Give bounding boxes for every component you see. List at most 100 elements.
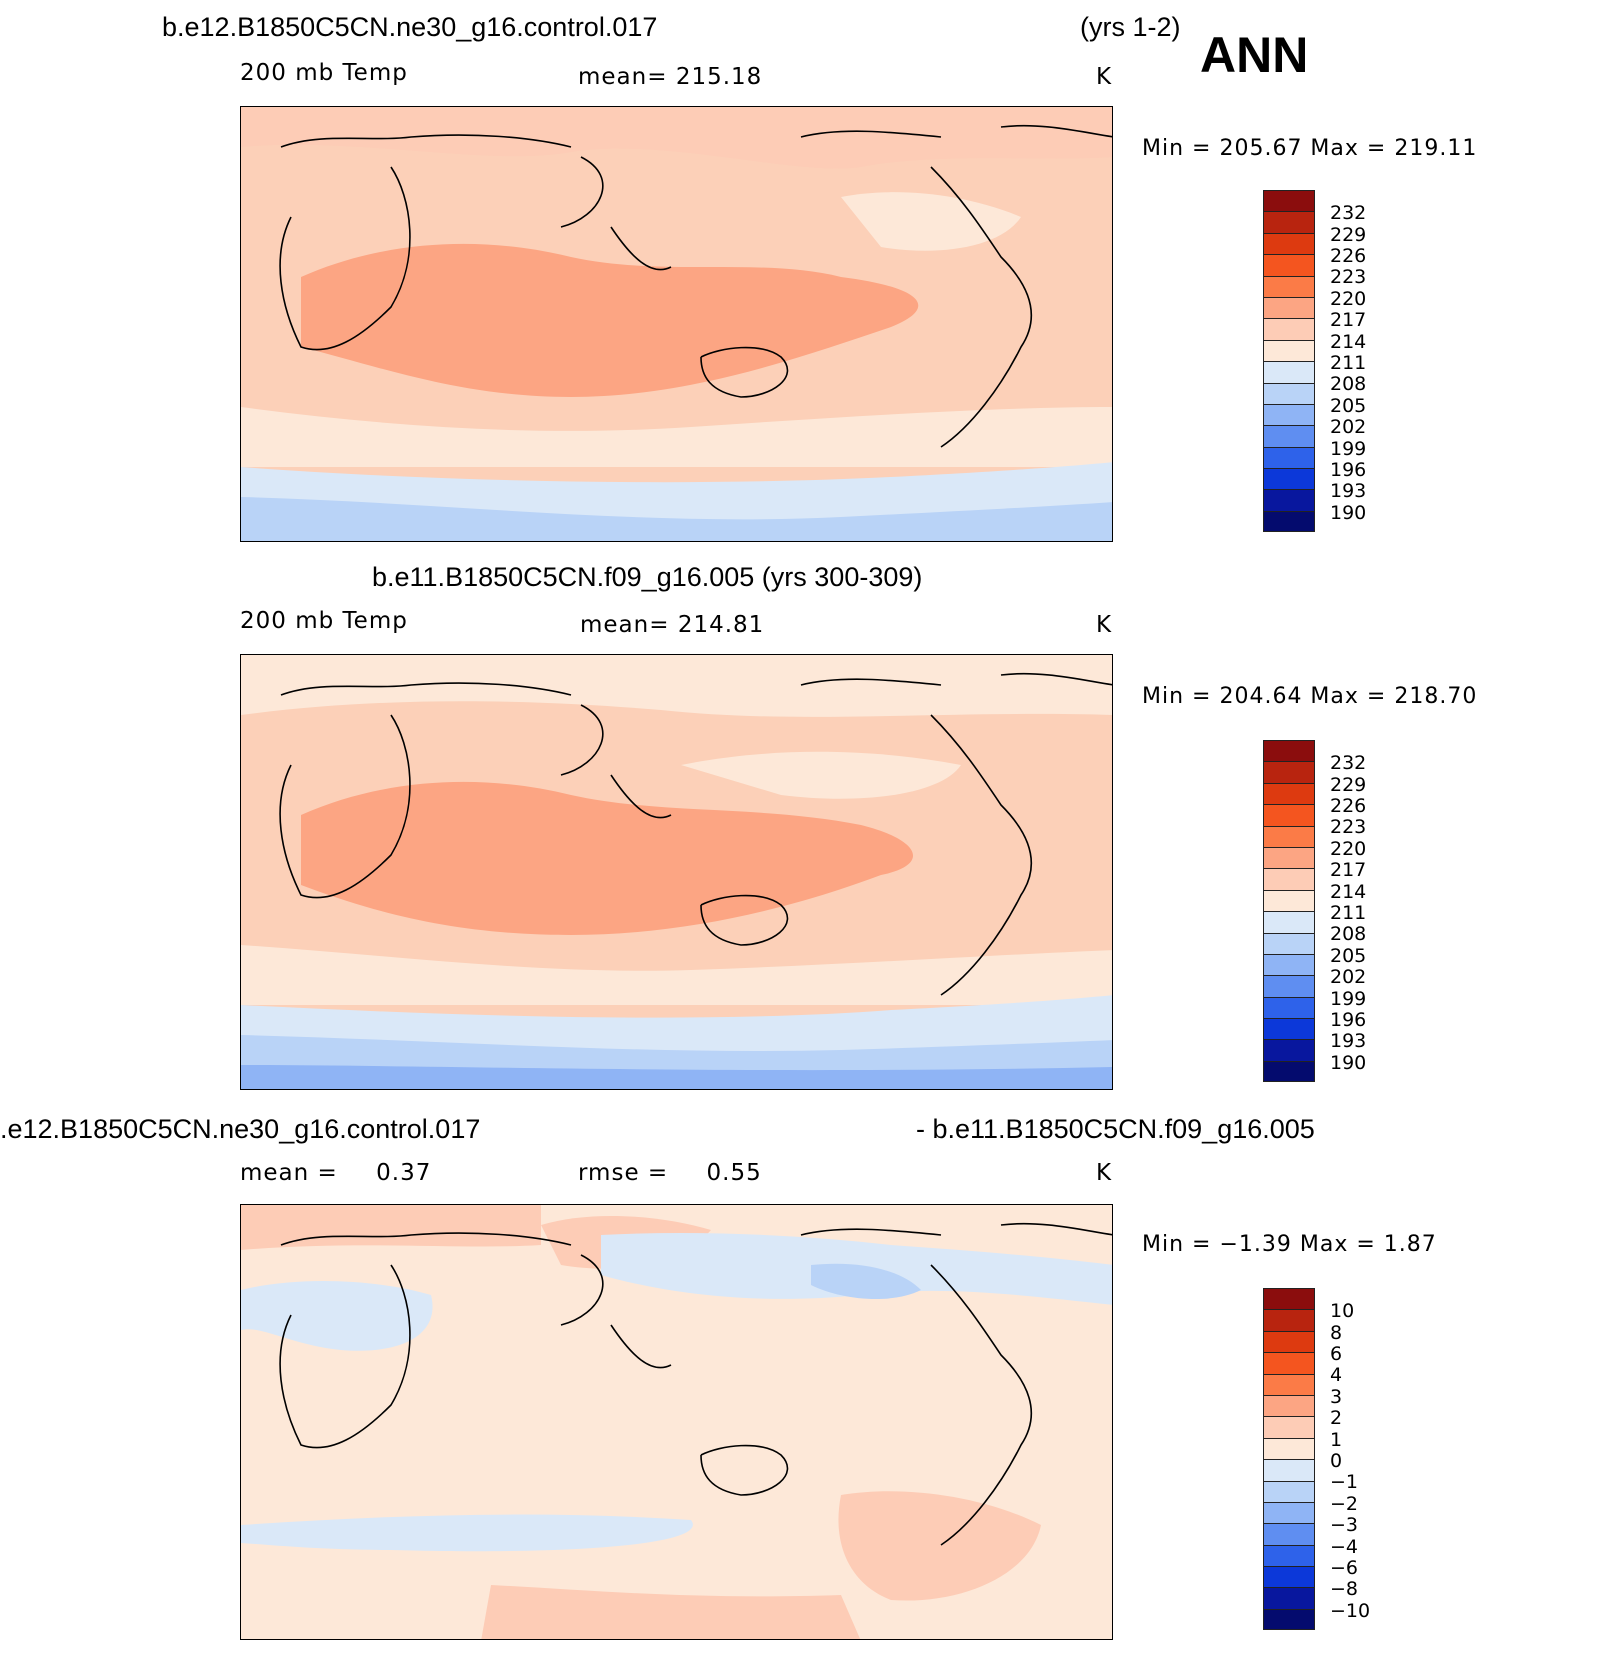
colorbar-cell (1263, 211, 1315, 233)
colorbar-cell (1263, 804, 1315, 826)
panel1-units: K (1096, 64, 1113, 90)
antarctic-blue (241, 497, 1112, 541)
colorbar-label: 229 (1330, 224, 1367, 246)
panel2-colorbar (1263, 740, 1315, 1083)
colorbar-label: −6 (1330, 1557, 1359, 1579)
case-title-1: b.e12.B1850C5CN.ne30_g16.control.017 (162, 12, 658, 42)
panel3-rmse-label: rmse = (578, 1160, 669, 1186)
case-title-3-right: - b.e11.B1850C5CN.f09_g16.005 (916, 1114, 1315, 1144)
colorbar-cell (1263, 296, 1315, 319)
years-label-1: (yrs 1-2) (1080, 12, 1181, 42)
colorbar-label: 6 (1330, 1343, 1343, 1365)
panel1-map (240, 106, 1113, 542)
colorbar-cell (1263, 1501, 1315, 1524)
colorbar-label: 0 (1330, 1450, 1343, 1472)
colorbar-label: 229 (1330, 774, 1367, 796)
colorbar-cell (1263, 846, 1315, 869)
colorbar-cell (1263, 932, 1315, 954)
colorbar-cell (1263, 232, 1315, 255)
colorbar-cell (1263, 740, 1315, 762)
colorbar-label: 3 (1330, 1386, 1343, 1408)
colorbar-label: 214 (1330, 331, 1367, 353)
colorbar-label: 214 (1330, 881, 1367, 903)
colorbar-cell (1263, 1480, 1315, 1502)
panel3-map (240, 1204, 1113, 1640)
colorbar-cell (1263, 996, 1315, 1019)
colorbar-cell (1263, 254, 1315, 276)
panel2-mean-label: mean= (580, 612, 670, 638)
colorbar-cell (1263, 1416, 1315, 1438)
colorbar-label: 1 (1330, 1429, 1343, 1451)
colorbar-label: −8 (1330, 1578, 1359, 1600)
colorbar-label: 232 (1330, 202, 1367, 224)
panel2-variable: 200 mb Temp (240, 608, 408, 634)
colorbar-cell (1263, 1523, 1315, 1545)
panel3-units: K (1096, 1160, 1113, 1186)
colorbar-label: 199 (1330, 438, 1367, 460)
colorbar-label: 208 (1330, 373, 1367, 395)
colorbar-label: −4 (1330, 1536, 1359, 1558)
colorbar-cell (1263, 190, 1315, 212)
panel3-colorbar (1263, 1288, 1315, 1631)
colorbar-label: 220 (1330, 288, 1367, 310)
colorbar-cell (1263, 868, 1315, 890)
colorbar-label: 226 (1330, 245, 1367, 267)
colorbar-label: 10 (1330, 1300, 1355, 1322)
colorbar-label: 196 (1330, 1009, 1367, 1031)
panel3-rmse-value: 0.55 (706, 1160, 762, 1186)
colorbar-label: 4 (1330, 1364, 1343, 1386)
colorbar-cell (1263, 1587, 1315, 1609)
colorbar-label: 8 (1330, 1322, 1343, 1344)
case-title-3-left: .e12.B1850C5CN.ne30_g16.control.017 (0, 1114, 481, 1144)
tropical-warm-region (301, 243, 919, 397)
colorbar-cell (1263, 1288, 1315, 1310)
colorbar-cell (1263, 1309, 1315, 1331)
antarctic-warm-patch (481, 1585, 861, 1639)
colorbar-cell (1263, 1566, 1315, 1588)
colorbar-label: 217 (1330, 309, 1367, 331)
colorbar-label: 223 (1330, 816, 1367, 838)
colorbar-label: 199 (1330, 988, 1367, 1010)
colorbar-cell (1263, 1608, 1315, 1631)
colorbar-cell (1263, 825, 1315, 847)
panel3-mean-label: mean = (240, 1160, 338, 1186)
colorbar-label: 190 (1330, 1052, 1367, 1074)
panel1-mean-value: 215.18 (675, 64, 763, 90)
colorbar-label: −2 (1330, 1493, 1359, 1515)
colorbar-cell (1263, 275, 1315, 297)
colorbar-label: 220 (1330, 838, 1367, 860)
colorbar-label: −3 (1330, 1514, 1359, 1536)
case-title-2: b.e11.B1850C5CN.f09_g16.005 (yrs 300-309… (372, 562, 923, 592)
north-pacific-cool (841, 192, 1021, 251)
colorbar-cell (1263, 911, 1315, 933)
colorbar-cell (1263, 975, 1315, 997)
colorbar-label: 202 (1330, 416, 1367, 438)
coastlines (279, 1222, 1112, 1546)
southern-indian-cool (241, 1514, 693, 1552)
colorbar-cell (1263, 1394, 1315, 1417)
panel1-minmax: Min = 205.67 Max = 219.11 (1142, 136, 1478, 161)
colorbar-cell (1263, 446, 1315, 469)
colorbar-cell (1263, 361, 1315, 383)
colorbar-label: 217 (1330, 859, 1367, 881)
southern-cool-band (241, 407, 1112, 467)
south-atlantic-warm (838, 1491, 1041, 1601)
panel2-map-svg (241, 655, 1112, 1089)
north-band (241, 107, 1112, 169)
panel1-variable: 200 mb Temp (240, 60, 408, 86)
colorbar-label: 226 (1330, 795, 1367, 817)
colorbar-label: 232 (1330, 752, 1367, 774)
colorbar-cell (1263, 1373, 1315, 1395)
colorbar-label: 205 (1330, 395, 1367, 417)
colorbar-cell (1263, 382, 1315, 404)
colorbar-cell (1263, 782, 1315, 805)
colorbar-label: 211 (1330, 352, 1367, 374)
colorbar-cell (1263, 1060, 1315, 1083)
colorbar-cell (1263, 510, 1315, 533)
panel2-units: K (1096, 612, 1113, 638)
colorbar-label: 223 (1330, 266, 1367, 288)
colorbar-label: 190 (1330, 502, 1367, 524)
colorbar-label: 208 (1330, 923, 1367, 945)
coastlines (279, 672, 1112, 996)
panel2-minmax: Min = 204.64 Max = 218.70 (1142, 684, 1478, 709)
